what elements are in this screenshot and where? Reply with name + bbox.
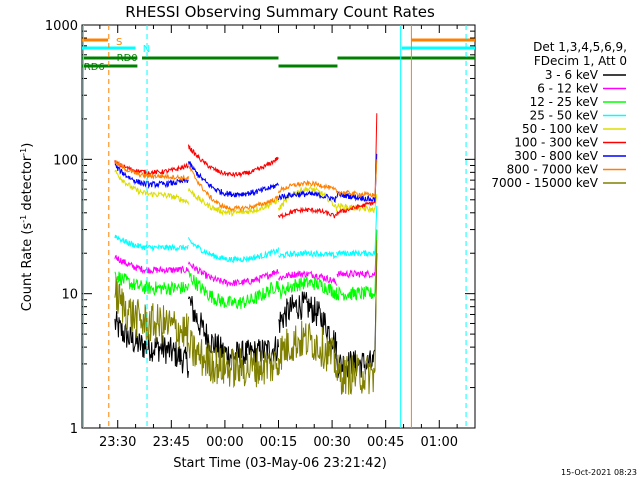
y-axis-label-end: ): [20, 143, 35, 148]
series-2: [114, 229, 378, 288]
x-tick-label-1: 23:30: [99, 435, 136, 450]
x-tick-label-5: 00:30: [313, 435, 350, 450]
saa-label: S: [116, 37, 122, 48]
x-tick-label-7: 01:00: [421, 435, 458, 450]
legend-label-9: 7000 - 15000 keV: [491, 176, 598, 190]
x-tick-label-4: 00:15: [260, 435, 297, 450]
series-9: [114, 240, 378, 395]
series-line-2: [114, 229, 378, 288]
y-axis-label-mid: detector: [20, 155, 35, 215]
x-axis-label: Start Time (03-May-06 23:21:42): [173, 456, 387, 471]
series-6: [114, 113, 378, 220]
series-7: [114, 153, 378, 204]
y-axis-label: Count Rate (s-1 detector-1): [19, 143, 35, 312]
series-line-4: [114, 205, 378, 264]
flags: S N RD0 RD6: [82, 25, 475, 428]
legend-header-line-1: Det 1,3,4,5,6,9,: [533, 40, 627, 54]
chart-title: RHESSI Observing Summary Count Rates: [125, 3, 435, 21]
y-tick-label-1: 1: [70, 422, 78, 437]
series-line-8: [114, 159, 378, 213]
plot-area: 23:30 23:45 00:00 00:15 00:30 00:45 01:00 1 10 10…: [45, 19, 476, 450]
x-tick-label-6: 00:45: [367, 435, 404, 450]
legend: Det 1,3,4,5,6,9, FDecim 1, Att 0 3 - 6 k…: [491, 40, 627, 190]
footer-date: 15-Oct-2021 08:23: [561, 468, 637, 477]
legend-label-2: 6 - 12 keV: [537, 82, 599, 96]
series-line-7: [114, 153, 378, 204]
x-tick-label-2: 23:45: [153, 435, 190, 450]
legend-label-3: 12 - 25 keV: [530, 95, 599, 109]
series-8: [114, 159, 378, 213]
legend-label-6: 100 - 300 keV: [514, 136, 598, 150]
y-tick-label-2: 10: [61, 288, 78, 303]
series-5: [114, 169, 378, 218]
series-line-9: [114, 240, 378, 395]
legend-label-4: 25 - 50 keV: [530, 109, 599, 123]
y-axis-label-main: Count Rate (s: [20, 223, 35, 312]
legend-label-7: 300 - 800 keV: [514, 149, 598, 163]
series-line-6: [114, 113, 378, 220]
series-line-3: [114, 229, 378, 310]
y-axis-label-sup1: -1: [19, 215, 28, 223]
x-tick-label-3: 00:00: [206, 435, 243, 450]
y-axis-label-sup2: -1: [19, 148, 28, 156]
y-tick-label-3: 100: [53, 153, 78, 168]
rd0-label: RD0: [117, 53, 138, 64]
axes: 23:30 23:45 00:00 00:15 00:30 00:45 01:00 1 10 10…: [45, 19, 476, 450]
rd6-label: RD6: [84, 62, 105, 73]
series-line-5: [114, 169, 378, 218]
night-label: N: [143, 44, 150, 55]
legend-label-5: 50 - 100 keV: [522, 122, 599, 136]
legend-label-8: 800 - 7000 keV: [507, 163, 599, 177]
y-tick-label-4: 1000: [45, 19, 78, 34]
legend-header-line-2: FDecim 1, Att 0: [534, 54, 627, 68]
series-4: [114, 205, 378, 264]
legend-label-1: 3 - 6 keV: [545, 68, 599, 82]
series-3: [114, 229, 378, 310]
